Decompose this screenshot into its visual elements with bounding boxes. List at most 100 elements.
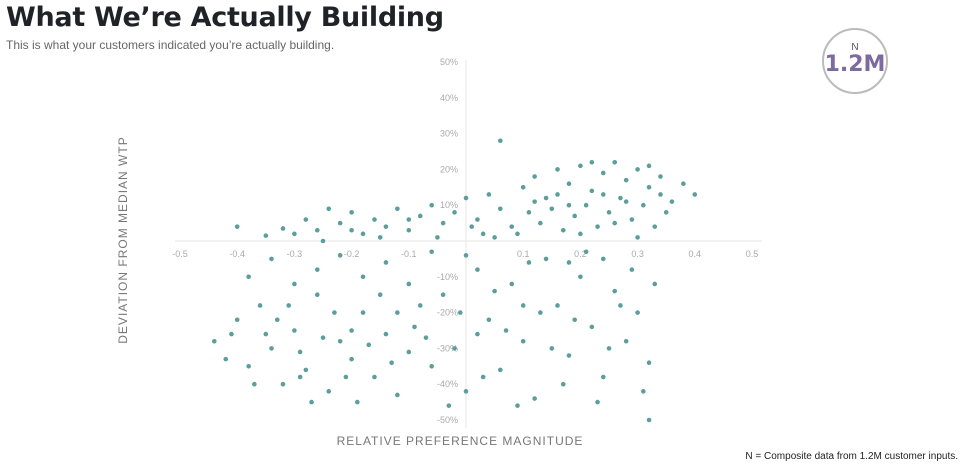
data-point — [646, 360, 652, 366]
data-point — [532, 199, 537, 204]
data-point — [257, 303, 263, 308]
data-point — [229, 331, 234, 337]
data-point — [560, 227, 566, 233]
data-point — [623, 338, 629, 344]
data-point — [440, 292, 446, 298]
data-point — [383, 331, 389, 337]
data-point — [343, 374, 349, 380]
data-point — [234, 224, 240, 229]
data-point — [583, 202, 589, 208]
data-point — [520, 303, 526, 308]
data-point — [635, 235, 640, 240]
data-point — [440, 220, 446, 226]
data-point — [406, 227, 412, 233]
data-point — [463, 253, 469, 258]
data-point — [475, 267, 480, 272]
data-point — [578, 274, 583, 280]
data-point — [578, 163, 583, 169]
data-point — [515, 403, 520, 408]
sample-size-badge: N 1.2M — [822, 28, 888, 94]
data-point — [538, 310, 543, 315]
data-point — [532, 396, 537, 401]
data-point — [589, 159, 595, 165]
data-point — [635, 167, 640, 172]
x-tick-label: -0.4 — [229, 249, 245, 259]
data-point — [280, 381, 286, 387]
data-point — [212, 338, 217, 344]
data-point — [349, 210, 354, 215]
x-tick-label: 0.5 — [746, 249, 759, 259]
data-point — [395, 206, 400, 212]
data-point — [263, 233, 269, 238]
data-point — [246, 274, 251, 280]
data-point — [457, 310, 463, 315]
data-point — [297, 374, 303, 380]
data-point — [269, 346, 274, 351]
data-point — [595, 224, 600, 229]
data-point — [652, 281, 658, 287]
data-point — [641, 389, 646, 394]
data-point — [263, 331, 269, 337]
y-axis-label: DEVIATION FROM MEDIAN WTP — [116, 136, 130, 344]
data-point — [498, 367, 503, 373]
data-point — [543, 256, 549, 262]
data-point — [435, 235, 440, 240]
x-axis-label: RELATIVE PREFERENCE MAGNITUDE — [336, 434, 584, 448]
data-point — [618, 303, 623, 308]
x-tick-label: 0.2 — [574, 249, 587, 259]
y-tick-label: 10% — [440, 200, 458, 210]
x-tick-label: -0.3 — [287, 249, 303, 259]
data-point — [641, 202, 646, 208]
data-point — [246, 364, 251, 369]
y-tick-label: -30% — [437, 343, 458, 353]
badge-value: 1.2M — [824, 52, 886, 77]
data-point — [429, 249, 434, 255]
data-point — [223, 356, 229, 362]
data-point — [292, 281, 297, 287]
y-tick-label: -10% — [437, 272, 458, 282]
data-point — [520, 185, 526, 190]
data-point — [589, 324, 595, 330]
data-point — [303, 367, 309, 373]
data-point — [549, 346, 555, 351]
data-point — [469, 224, 475, 229]
data-point — [349, 227, 354, 233]
data-point — [578, 231, 583, 237]
data-point — [555, 192, 560, 197]
data-point — [606, 346, 612, 351]
data-point — [509, 281, 515, 287]
data-point — [538, 220, 543, 226]
data-point — [475, 217, 480, 222]
data-point — [314, 267, 320, 272]
y-tick-label: 50% — [440, 57, 458, 67]
data-point — [309, 399, 314, 405]
data-point — [320, 238, 326, 244]
data-point — [314, 292, 320, 298]
data-point — [269, 256, 274, 262]
footnote: N = Composite data from 1.2M customer in… — [745, 451, 958, 462]
data-point — [475, 331, 480, 337]
data-point — [646, 185, 652, 190]
data-point — [526, 210, 532, 215]
data-point — [503, 328, 509, 333]
data-point — [480, 231, 486, 237]
data-point — [669, 199, 675, 204]
data-point — [635, 310, 640, 315]
data-point — [292, 231, 297, 237]
data-point — [543, 195, 549, 201]
data-point — [320, 335, 326, 340]
data-point — [429, 364, 434, 369]
x-tick-label: -0.1 — [401, 249, 417, 259]
data-point — [252, 381, 257, 387]
data-point — [429, 202, 434, 208]
y-tick-label: 30% — [440, 129, 458, 139]
data-point — [623, 199, 629, 204]
data-point — [303, 217, 309, 222]
data-point — [498, 206, 503, 212]
data-point — [600, 192, 606, 197]
y-tick-label: -40% — [437, 379, 458, 389]
x-tick-label: 0.4 — [689, 249, 702, 259]
data-point — [663, 210, 669, 215]
data-point — [412, 324, 417, 330]
data-point — [372, 374, 377, 380]
